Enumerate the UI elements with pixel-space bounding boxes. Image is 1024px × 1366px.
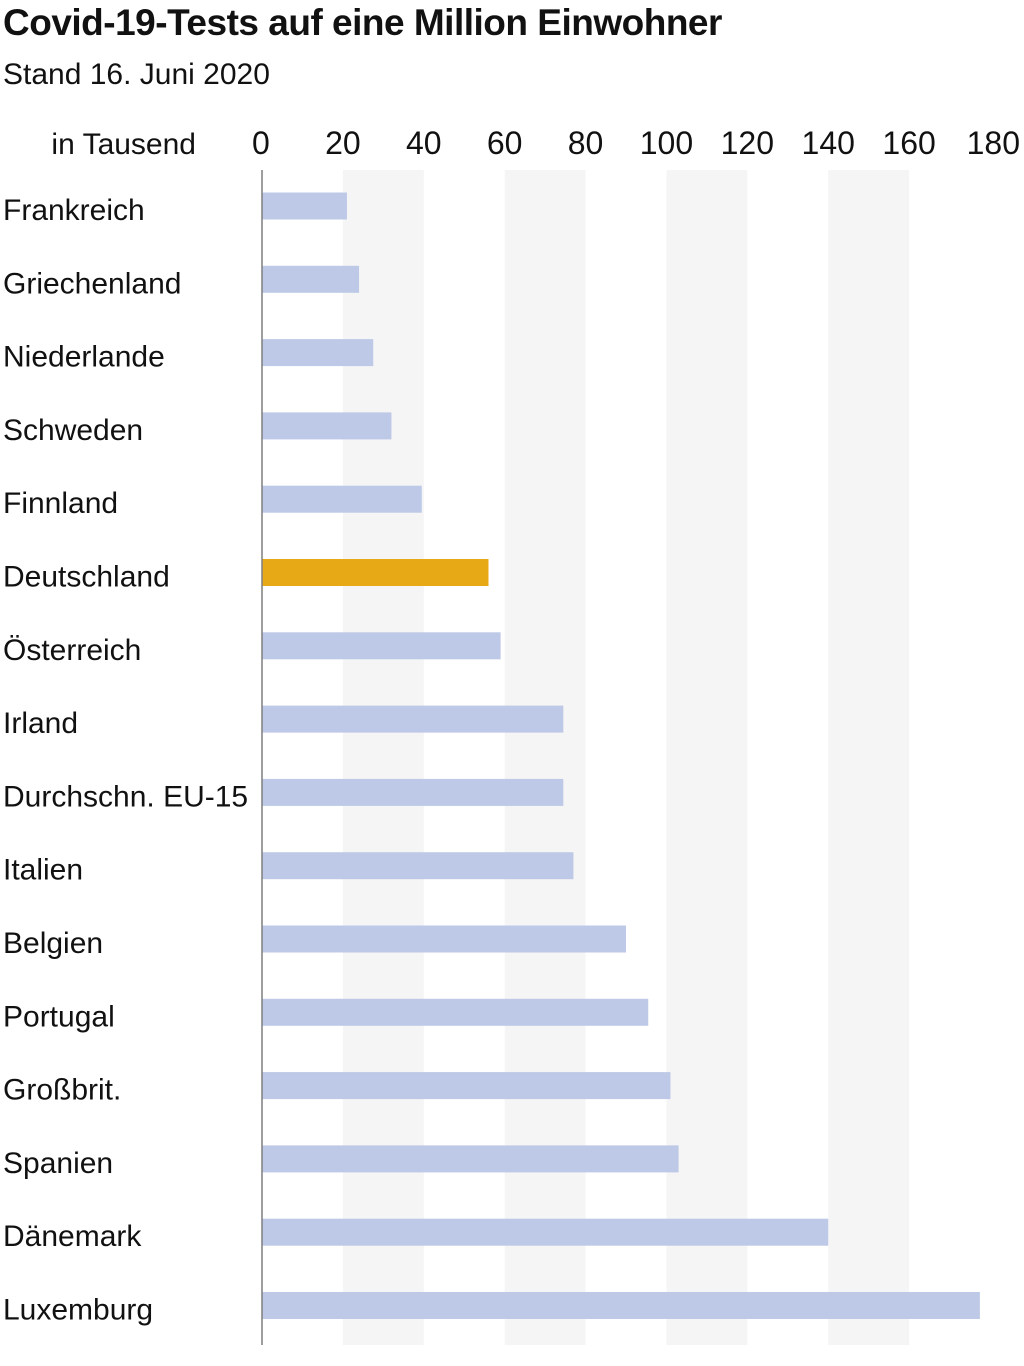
x-tick-label: 160	[882, 125, 935, 161]
x-tick-label: 40	[406, 125, 442, 161]
x-tick-label: 120	[721, 125, 774, 161]
category-label: Dänemark	[3, 1220, 142, 1253]
bar	[262, 925, 626, 953]
category-label: Griechenland	[3, 267, 181, 300]
category-label: Frankreich	[3, 194, 145, 227]
grid-band	[828, 170, 910, 1345]
bar	[262, 1072, 671, 1100]
bar	[262, 852, 574, 880]
category-label: Italien	[3, 854, 83, 887]
x-tick-label: 20	[325, 125, 361, 161]
bar	[262, 192, 347, 220]
unit-label: in Tausend	[51, 128, 196, 161]
category-label: Durchschn. EU-15	[3, 780, 248, 813]
x-tick-label: 60	[487, 125, 523, 161]
category-label: Irland	[3, 707, 78, 740]
category-label: Belgien	[3, 927, 103, 960]
category-label: Luxemburg	[3, 1294, 153, 1327]
x-tick-label: 180	[967, 125, 1020, 161]
category-label: Portugal	[3, 1000, 115, 1033]
bar	[262, 1145, 679, 1173]
bar	[262, 632, 501, 660]
category-label: Spanien	[3, 1147, 113, 1180]
bar	[262, 265, 360, 293]
category-labels: Frankreich Griechenland Niederlande Schwede…	[3, 194, 248, 1327]
chart-subtitle: Stand 16. Juni 2020	[3, 58, 270, 91]
x-tick-labels: 0 20 40 60 80 100 120 140 160 180	[252, 125, 1020, 161]
bar	[262, 705, 564, 733]
bar	[262, 1218, 829, 1246]
bars	[262, 192, 980, 1319]
bar-highlight	[262, 559, 489, 586]
chart-title: Covid-19-Tests auf eine Million Einwohne…	[3, 2, 722, 43]
category-label: Schweden	[3, 414, 143, 447]
bar	[262, 485, 422, 513]
bar	[262, 412, 392, 440]
x-tick-label: 0	[252, 125, 270, 161]
category-label: Österreich	[3, 634, 141, 667]
category-label: Finnland	[3, 487, 118, 520]
x-tick-label: 80	[568, 125, 604, 161]
bar	[262, 339, 374, 367]
category-label: Niederlande	[3, 341, 165, 374]
bar	[262, 1292, 980, 1319]
x-tick-label: 100	[640, 125, 693, 161]
bar	[262, 778, 564, 806]
category-label: Großbrit.	[3, 1074, 121, 1107]
x-tick-label: 140	[802, 125, 855, 161]
grid-band	[666, 170, 748, 1345]
category-label: Deutschland	[3, 561, 170, 594]
bar	[262, 998, 649, 1026]
